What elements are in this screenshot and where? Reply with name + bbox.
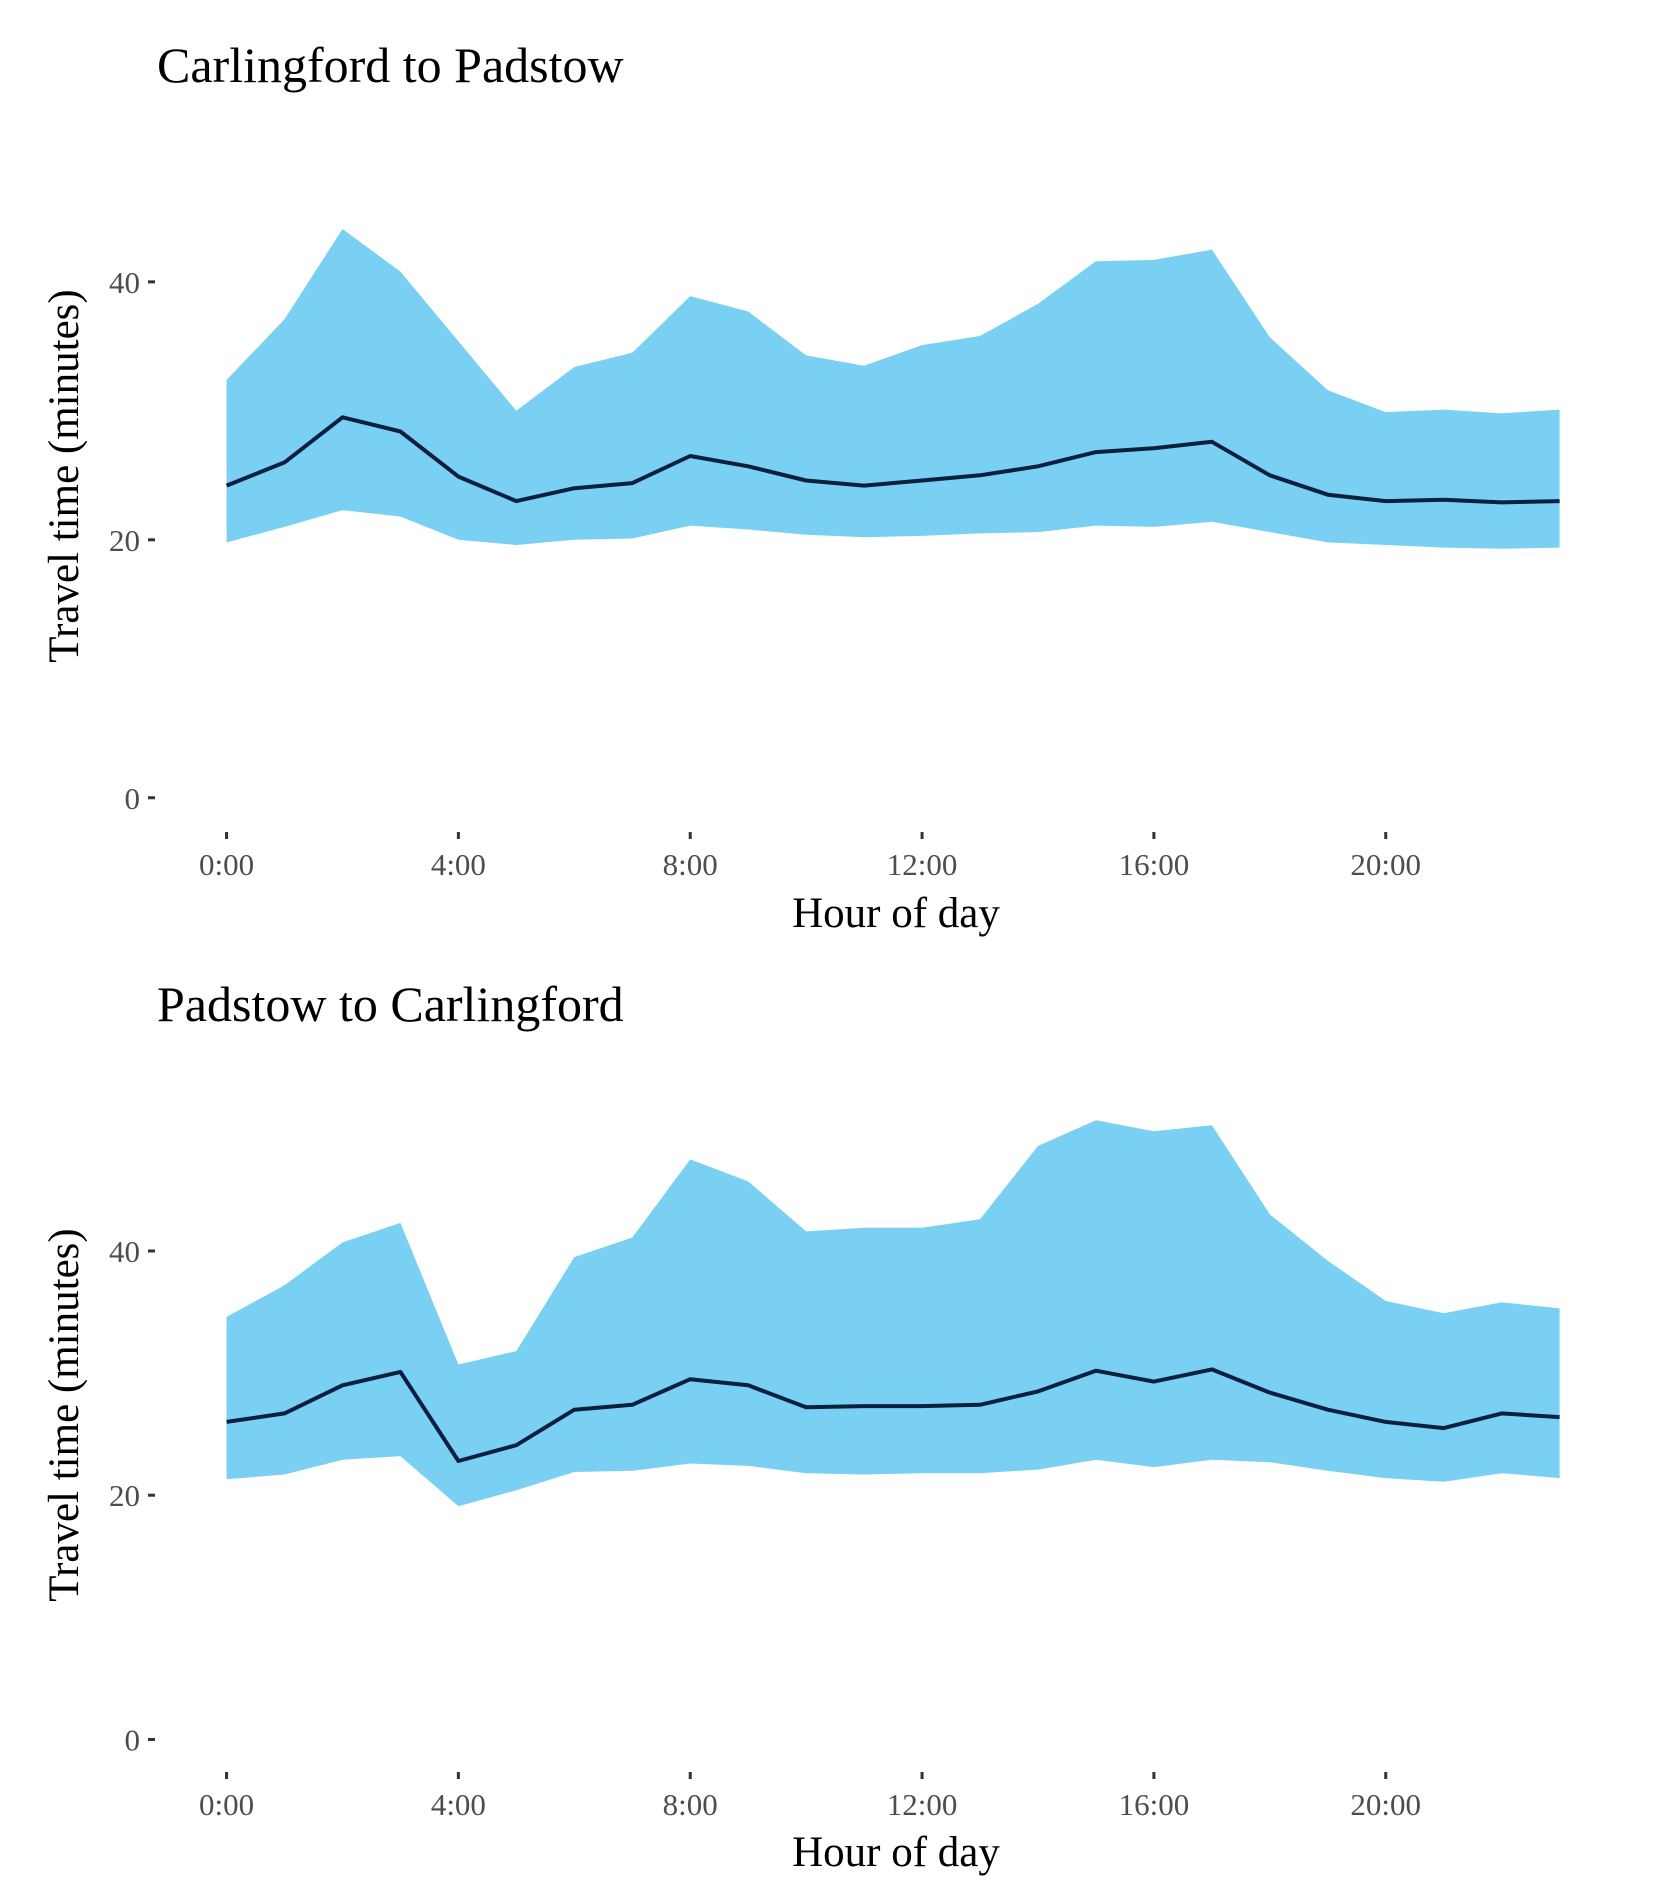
x-tick-label: 8:00 [663, 1787, 718, 1822]
y-tick-label: 40 [109, 1234, 140, 1269]
y-axis-title: Travel time (minutes) [41, 1228, 88, 1601]
x-tick-label: 12:00 [887, 847, 958, 882]
panel-carlingford-to-padstow: Carlingford to Padstow Travel time (minu… [41, 37, 1560, 937]
x-tick-label: 4:00 [431, 1787, 486, 1822]
plot-area: 0 20 40 0:00 4:00 8:00 12:00 16:00 20:00 [109, 229, 1560, 882]
range-band [226, 1120, 1560, 1507]
y-axis-title: Travel time (minutes) [41, 289, 88, 662]
x-axis-title: Hour of day [792, 890, 1000, 937]
x-tick-label: 16:00 [1119, 1787, 1190, 1822]
x-tick-label: 20:00 [1350, 847, 1421, 882]
chart-title: Padstow to Carlingford [157, 976, 624, 1032]
x-axis-title: Hour of day [792, 1829, 1000, 1876]
median-line [225, 415, 1560, 505]
x-tick-label: 20:00 [1350, 1787, 1421, 1822]
y-tick-label: 0 [125, 1722, 141, 1757]
plot-area: 0 20 40 0:00 4:00 8:00 12:00 16:00 20:00 [109, 1120, 1560, 1822]
x-tick-label: 0:00 [199, 847, 254, 882]
range-band [226, 229, 1560, 549]
median-line [226, 1367, 1560, 1463]
y-tick-label: 40 [109, 265, 140, 300]
panel-padstow-to-carlingford: Padstow to Carlingford Travel time (minu… [41, 976, 1560, 1876]
x-tick-label: 16:00 [1119, 847, 1190, 882]
x-tick-label: 8:00 [663, 847, 718, 882]
y-tick-label: 0 [125, 781, 141, 816]
x-tick-label: 12:00 [887, 1787, 958, 1822]
x-tick-label: 4:00 [431, 847, 486, 882]
y-tick-label: 20 [109, 1478, 140, 1513]
y-tick-label: 20 [109, 523, 140, 558]
chart-title: Carlingford to Padstow [157, 37, 624, 93]
x-tick-label: 0:00 [199, 1787, 254, 1822]
